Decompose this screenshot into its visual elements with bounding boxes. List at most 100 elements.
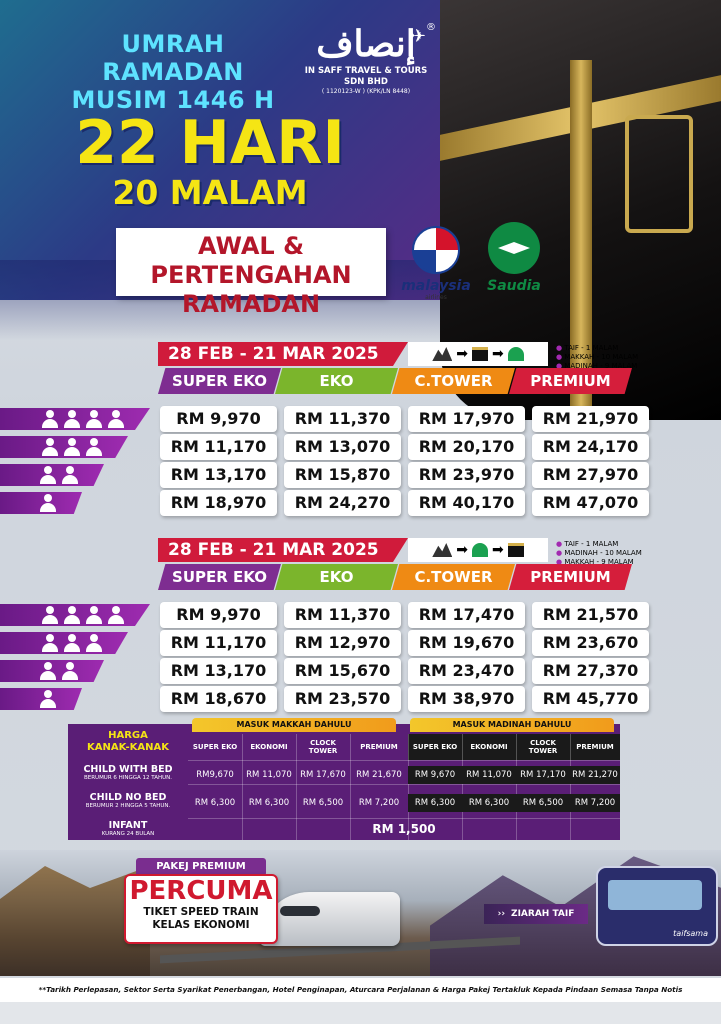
price-cell: RM 24,270 xyxy=(284,490,401,516)
ziarah-taif-label: ›› ZIARAH TAIF xyxy=(484,904,588,924)
child-price-cell: RM 6,500 xyxy=(516,794,570,812)
person-icon xyxy=(62,634,81,652)
child-col-header: SUPER EKO xyxy=(192,743,238,751)
child-price-cell: RM 6,300 xyxy=(462,794,516,812)
tier-3: PREMIUM xyxy=(509,564,632,590)
arrow-icon: ➡ xyxy=(492,542,504,558)
kaaba-icon xyxy=(507,543,524,557)
group-makkah-first: MASUK MAKKAH DAHULU xyxy=(192,718,396,732)
infant-label: INFANT KURANG 24 BULAN xyxy=(68,820,188,838)
date-row: 28 FEB - 21 MAR 2025 ➡ ➡ xyxy=(158,538,548,562)
pax-indicator xyxy=(0,408,150,430)
child-price-cell: RM 6,300 xyxy=(248,798,290,808)
price-cell: RM 11,170 xyxy=(160,630,277,656)
child-col-header: EKONOMI xyxy=(462,734,516,760)
plane-icon: ✈ xyxy=(410,26,426,47)
promo-line-1: TIKET SPEED TRAIN xyxy=(143,906,259,918)
price-row: RM 18,670 RM 23,570 RM 38,970 RM 45,770 xyxy=(0,686,721,712)
price-cell: RM 11,170 xyxy=(160,434,277,460)
route-icons: ➡ ➡ xyxy=(408,538,548,562)
price-row: RM 11,170 RM 12,970 RM 19,670 RM 23,670 xyxy=(0,630,721,656)
saudia-icon xyxy=(488,222,540,274)
tier-3: PREMIUM xyxy=(509,368,632,394)
child-price-cell: RM 11,070 xyxy=(246,770,292,780)
package-date: 28 FEB - 21 MAR 2025 xyxy=(158,342,408,366)
double-chevron-icon: ›› xyxy=(497,909,506,919)
legend-item: MAKKAH - 10 MALAM xyxy=(556,353,676,362)
person-icon xyxy=(40,438,59,456)
malaysia-airlines-logo: malaysia airlines xyxy=(396,222,476,302)
price-cell: RM 21,570 xyxy=(532,602,649,628)
registered-mark: ® xyxy=(426,22,436,33)
person-icon xyxy=(60,662,79,680)
mountain-icon xyxy=(432,543,453,557)
child-price-cell: RM 6,300 xyxy=(408,794,462,812)
person-icon xyxy=(84,438,103,456)
price-cell: RM 12,970 xyxy=(284,630,401,656)
child-row-title: CHILD WITH BED xyxy=(83,764,173,775)
price-cell: RM 24,170 xyxy=(532,434,649,460)
child-heading-line-2: KANAK-KANAK xyxy=(87,742,169,753)
price-cell: RM 13,170 xyxy=(160,658,277,684)
infant-title: INFANT xyxy=(108,820,148,831)
pax-indicator xyxy=(0,464,104,486)
pax-indicator xyxy=(0,688,82,710)
price-cell: RM 23,570 xyxy=(284,686,401,712)
price-cell: RM 47,070 xyxy=(532,490,649,516)
child-price-cell: RM 11,070 xyxy=(462,766,516,784)
price-cell: RM 15,670 xyxy=(284,658,401,684)
price-cell: RM 38,970 xyxy=(408,686,525,712)
cable-car-image: taifsama xyxy=(596,866,718,946)
tier-2: C.TOWER xyxy=(392,368,515,394)
price-cell: RM 23,970 xyxy=(408,462,525,488)
child-price-cell: RM 7,200 xyxy=(358,798,400,808)
pax-indicator xyxy=(0,660,104,682)
person-icon xyxy=(38,690,57,708)
child-row-sub: BERUMUR 2 HINGGA 5 TAHUN. xyxy=(85,803,171,809)
speed-train-image xyxy=(260,892,400,946)
duration-days: 22 HARI xyxy=(75,108,345,178)
person-icon xyxy=(84,634,103,652)
person-icon xyxy=(40,634,59,652)
price-cell: RM 40,170 xyxy=(408,490,525,516)
promo-line-2: KELAS EKONOMI xyxy=(152,919,250,931)
kaaba-icon xyxy=(472,347,488,361)
disclaimer-footnote: **Tarikh Perlepasan, Sektor Serta Syarik… xyxy=(0,978,721,1002)
price-row: RM 18,970 RM 24,270 RM 40,170 RM 47,070 xyxy=(0,490,721,516)
child-col-header: EKONOMI xyxy=(250,743,288,751)
person-icon xyxy=(62,606,81,624)
price-cell: RM 9,970 xyxy=(160,602,277,628)
child-price-cell: RM 6,500 xyxy=(302,798,344,808)
pax-indicator xyxy=(0,632,128,654)
child-price-cell: RM 7,200 xyxy=(570,794,620,812)
grid-line xyxy=(188,760,620,761)
page-title: UMRAH RAMADAN MUSIM 1446 H xyxy=(48,30,298,114)
price-cell: RM 27,970 xyxy=(532,462,649,488)
airline-name: malaysia xyxy=(401,278,471,294)
price-cell: RM 18,970 xyxy=(160,490,277,516)
child-row-sub: BERUMUR 6 HINGGA 12 TAHUN. xyxy=(83,775,173,781)
person-icon xyxy=(38,662,57,680)
price-row: RM 13,170 RM 15,870 RM 23,970 RM 27,970 xyxy=(0,462,721,488)
group-madinah-first: MASUK MADINAH DAHULU xyxy=(410,718,614,732)
promo-headline: PERCUMA xyxy=(129,876,273,906)
dome-icon xyxy=(507,347,524,361)
child-col-header: SUPER EKO xyxy=(408,734,462,760)
legend-item: MAKKAH - 9 MALAM xyxy=(556,558,676,567)
person-icon xyxy=(62,438,81,456)
price-cell: RM 19,670 xyxy=(408,630,525,656)
tier-header: SUPER EKO EKO C.TOWER PREMIUM xyxy=(158,368,632,394)
tier-header: SUPER EKO EKO C.TOWER PREMIUM xyxy=(158,564,632,590)
child-price-cell: RM 17,170 xyxy=(516,766,570,784)
person-icon xyxy=(84,606,103,624)
price-cell: RM 13,070 xyxy=(284,434,401,460)
person-icon xyxy=(106,410,125,428)
grid-line xyxy=(516,734,517,840)
route-legend: TAIF - 1 MALAMMAKKAH - 10 MALAMMADINAH -… xyxy=(556,344,676,371)
title-line-1: UMRAH RAMADAN xyxy=(102,30,244,86)
period-banner: AWAL & PERTENGAHAN RAMADAN xyxy=(116,228,386,318)
saudia-logo: Saudia xyxy=(478,222,550,302)
child-price-cell: RM 17,670 xyxy=(300,770,346,780)
child-price-cell: RM 9,670 xyxy=(408,766,462,784)
grid-line xyxy=(408,734,409,840)
